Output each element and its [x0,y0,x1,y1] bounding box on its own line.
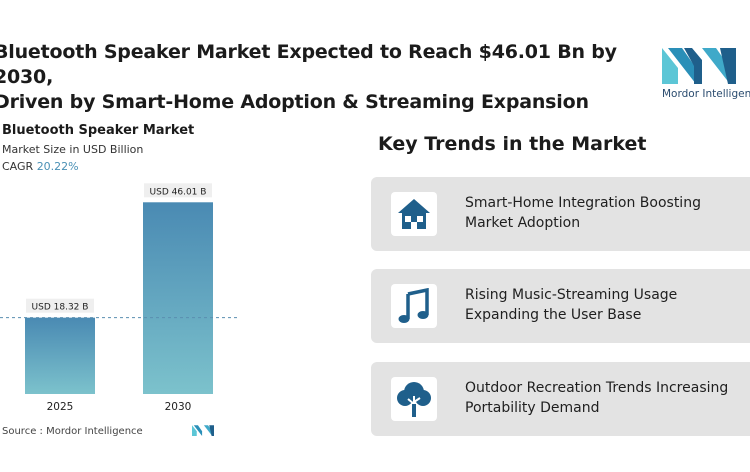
bar-chart: USD 18.32 B 2025 USD 46.01 B 2030 [0,183,240,413]
mordor-logo-icon [662,48,736,84]
trend-icon-box [391,192,437,236]
data-label: USD 18.32 B [32,303,89,313]
chart-title: Bluetooth Speaker Market [2,123,195,138]
chart-source: Source : Mordor Intelligence [2,426,143,437]
x-tick-label: 2025 [47,401,74,413]
cagr-value: 20.22% [36,160,79,173]
chart-cagr: CAGR 20.22% [2,160,79,173]
trend-icon-box [391,284,437,328]
brand-name: Mordor Intelligence [662,88,750,100]
trend-icon-box [391,377,437,421]
data-label-box [26,298,94,313]
music-note-icon [398,288,429,323]
trend-card-outdoor-recreation: Outdoor Recreation Trends Increasing Por… [371,362,750,436]
source-logo-icon [192,425,214,436]
x-tick-label: 2030 [165,401,192,413]
house-icon [398,199,430,229]
trend-label: Smart-Home Integration Boosting Market A… [465,193,745,233]
trend-label: Outdoor Recreation Trends Increasing Por… [465,378,745,418]
trend-label-line-2: Market Adoption [465,215,581,231]
trend-label-line-2: Expanding the User Base [465,307,642,323]
tree-icon [397,382,431,417]
headline-line-1: Bluetooth Speaker Market Expected to Rea… [0,41,617,88]
data-label-box [144,183,212,198]
bar-2025 [25,317,95,394]
trend-label-line-1: Outdoor Recreation Trends Increasing [465,380,729,396]
trend-label-line-1: Rising Music-Streaming Usage [465,287,678,303]
trend-card-smart-home: Smart-Home Integration Boosting Market A… [371,177,750,251]
trend-label-line-1: Smart-Home Integration Boosting [465,195,701,211]
trends-title: Key Trends in the Market [378,133,647,155]
headline-line-2: Driven by Smart-Home Adoption & Streamin… [0,91,589,113]
trend-label-line-2: Portability Demand [465,400,600,416]
cagr-label: CAGR [2,160,34,173]
chart-subtitle: Market Size in USD Billion [2,143,144,156]
trend-card-music-streaming: Rising Music-Streaming Usage Expanding t… [371,269,750,343]
trend-label: Rising Music-Streaming Usage Expanding t… [465,285,745,325]
brand-logo: Mordor Intelligence [662,44,750,100]
chart-card: USD 18.32 B 2025 USD 46.01 B 2030 Bluetooth… [0,118,248,444]
page-headline: Bluetooth Speaker Market Expected to Rea… [0,40,634,115]
bar-2030 [143,202,213,394]
data-label: USD 46.01 B [150,187,207,197]
